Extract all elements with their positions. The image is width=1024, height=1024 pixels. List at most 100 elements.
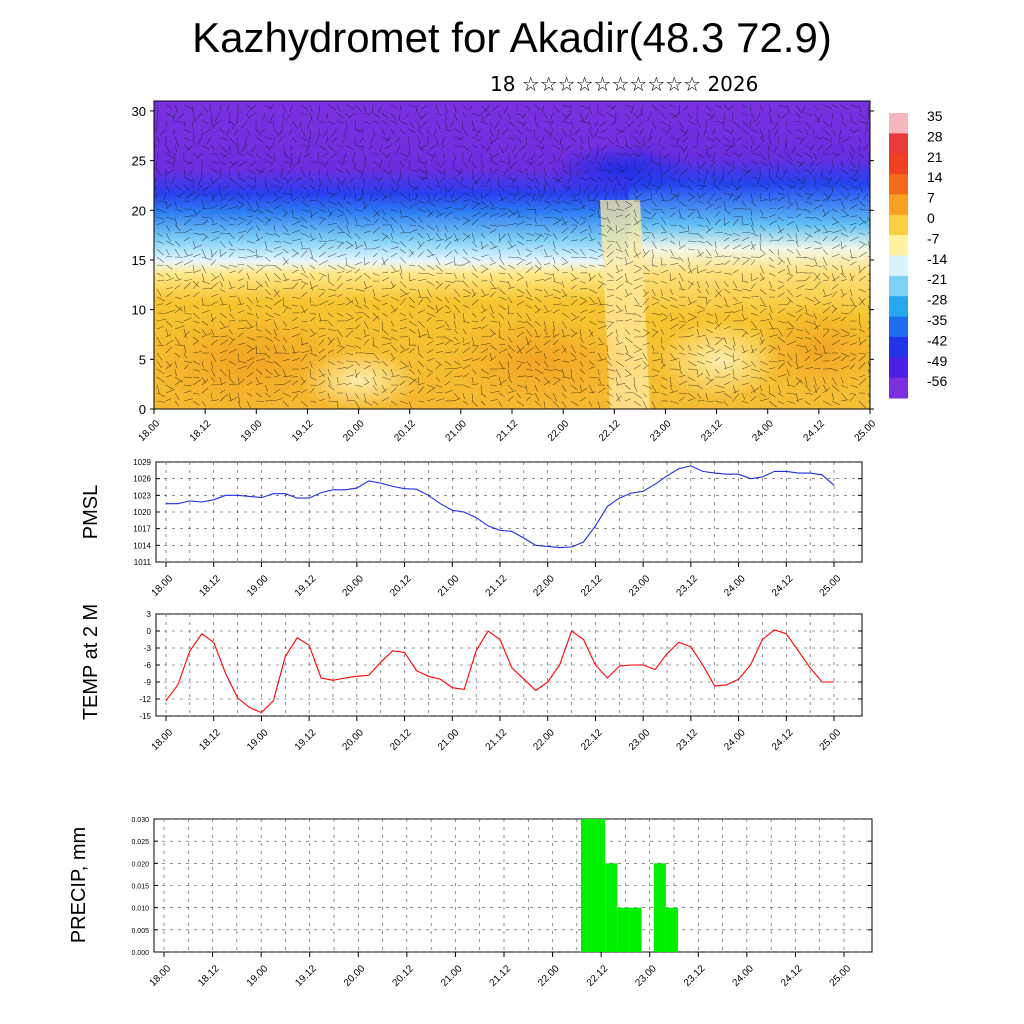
wind-barb (345, 400, 355, 402)
warm-core (750, 305, 870, 395)
wind-barb (649, 128, 653, 139)
wind-barb (705, 320, 715, 325)
wind-barb (156, 296, 166, 302)
wind-barb (480, 120, 489, 125)
wind-barb (327, 239, 336, 242)
wind-barb (696, 251, 705, 258)
wind-barb (408, 128, 415, 133)
wind-barb (669, 323, 679, 330)
wind-barb (219, 168, 222, 177)
wind-barb (318, 160, 325, 166)
wind-barb (867, 272, 870, 277)
wind-barb (552, 264, 560, 272)
wind-barb (273, 192, 279, 199)
wind-barb (237, 303, 245, 306)
wind-barb (867, 279, 870, 282)
y-tick-label: 0.015 (131, 884, 149, 891)
wind-barb (615, 264, 619, 272)
wind-barb (201, 344, 208, 349)
wind-barb (498, 272, 506, 274)
wind-barb (615, 304, 622, 312)
wind-barb (372, 152, 380, 156)
wind-barb (282, 336, 287, 343)
wind-barb (561, 128, 567, 137)
x-tick-label: 22.12 (579, 573, 605, 599)
wind-barb (768, 214, 777, 218)
wind-barb (867, 224, 870, 226)
wind-barb (399, 400, 409, 404)
wind-barb (588, 213, 595, 218)
wind-barb (813, 376, 817, 387)
wind-barb (453, 128, 462, 133)
wind-barb (750, 283, 756, 290)
wind-barb (651, 222, 660, 226)
colorbar-label: -21 (927, 271, 947, 287)
wind-barb (249, 160, 257, 168)
wind-barb (516, 256, 526, 262)
wind-barb (759, 104, 763, 112)
wind-barb (516, 260, 523, 266)
wind-barb (525, 208, 536, 210)
wind-barb (273, 389, 281, 394)
wind-barb (282, 104, 287, 113)
wind-barb (210, 275, 220, 282)
wind-barb (642, 392, 648, 398)
wind-barb (579, 384, 582, 391)
wind-barb (867, 288, 870, 291)
wind-barb (768, 240, 779, 242)
wind-barb (732, 393, 740, 402)
wind-barb (808, 168, 815, 175)
wind-barb (831, 253, 840, 258)
wind-barb (192, 280, 200, 288)
wind-barb (164, 176, 167, 185)
wind-barb (174, 272, 179, 280)
wind-barb (336, 328, 343, 338)
wind-barb (831, 276, 840, 282)
wind-barb (273, 120, 275, 128)
wind-barb (201, 296, 204, 306)
wind-barb (381, 128, 386, 136)
wind-barb (264, 144, 272, 151)
wind-barb (858, 136, 862, 143)
wind-barb (849, 305, 857, 314)
wind-barb (241, 120, 248, 129)
wind-barb (453, 320, 457, 329)
wind-barb (444, 390, 454, 394)
wind-barb (489, 304, 494, 315)
wind-barb (687, 384, 698, 386)
wind-barb (183, 364, 189, 370)
wind-barb (552, 309, 560, 314)
wind-barb (687, 300, 697, 306)
wind-barb (750, 240, 755, 250)
wind-barb (615, 342, 623, 346)
wind-barb (750, 260, 756, 266)
wind-barb (408, 272, 411, 282)
wind-barb (345, 264, 355, 269)
wind-barb (210, 328, 215, 336)
wind-barb (353, 184, 356, 192)
wind-barb (219, 339, 229, 346)
wind-barb (759, 208, 764, 216)
wind-barb (399, 327, 408, 330)
wind-barb (246, 288, 257, 291)
wind-barb (768, 360, 778, 363)
wind-barb (372, 400, 379, 406)
wind-barb (201, 272, 205, 283)
wind-barb (354, 360, 361, 367)
wind-barb (282, 296, 285, 307)
wind-barb (327, 211, 334, 218)
wind-barb (255, 168, 264, 174)
wind-barb (498, 280, 509, 283)
wind-barb (840, 200, 845, 210)
wind-barb (480, 192, 483, 200)
wind-barb (453, 312, 456, 320)
wind-barb (507, 244, 517, 250)
wind-barb (704, 128, 707, 136)
wind-barb (663, 152, 671, 159)
wind-barb (408, 168, 418, 173)
wind-barb (786, 256, 791, 266)
wind-barb (840, 334, 850, 338)
wind-barb (669, 376, 672, 387)
wind-barb (309, 280, 313, 291)
wind-barb (315, 192, 320, 200)
